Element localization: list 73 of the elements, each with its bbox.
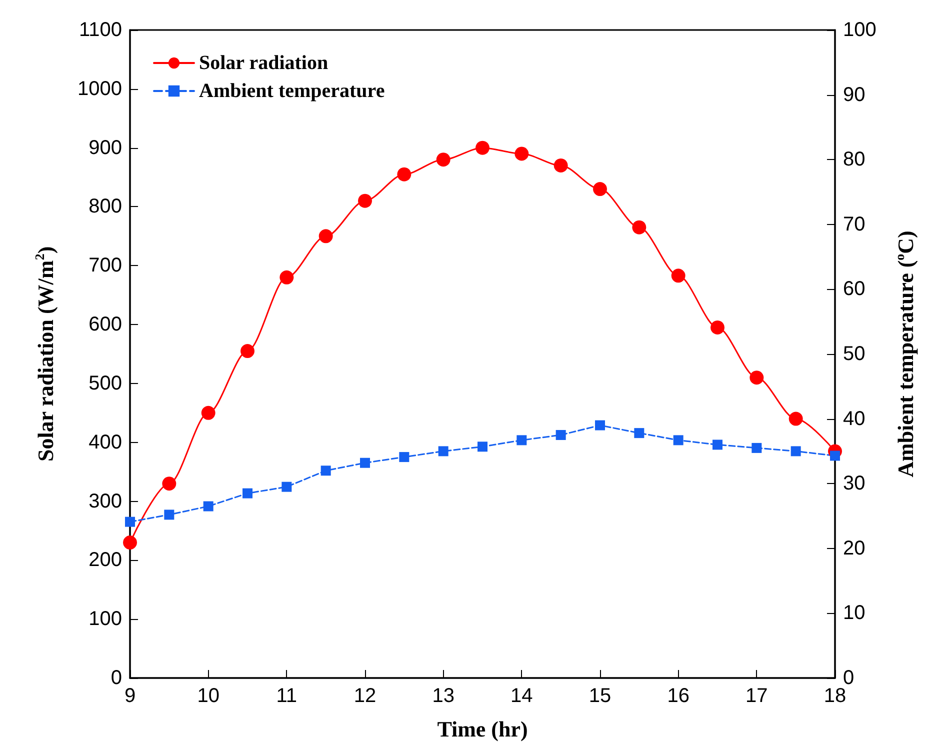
y2-tick-label: 100 (843, 19, 876, 41)
y2-tick-label: 50 (843, 343, 866, 365)
point (476, 140, 490, 155)
point (162, 476, 176, 491)
point (358, 194, 372, 208)
point (593, 182, 607, 196)
point (478, 442, 488, 452)
point (554, 158, 568, 172)
x-axis-title: Time (hr) (437, 716, 528, 742)
y2-tick-label: 80 (843, 148, 866, 171)
y-tick-label: 1000 (78, 78, 122, 100)
point (399, 452, 410, 462)
point (164, 510, 174, 520)
y2-tick-label: 60 (843, 278, 866, 300)
point (280, 270, 294, 284)
point (710, 320, 724, 334)
x-tick-label: 14 (510, 685, 533, 707)
legend-label: Solar radiation (199, 52, 328, 74)
point (556, 430, 566, 440)
legend-label: Ambient temperature (199, 80, 385, 102)
y-axis-title: Solar radiation (W/m2) (32, 246, 58, 462)
point (123, 536, 137, 550)
point (242, 488, 252, 498)
y2-tick-label: 20 (843, 537, 866, 560)
point (514, 146, 529, 161)
y-tick-label: 600 (88, 314, 122, 336)
y-tick-label: 300 (88, 490, 122, 512)
x-tick-label: 15 (588, 685, 612, 707)
point (632, 220, 646, 234)
y2-axis-title: Ambient temperature (oC) (892, 230, 918, 478)
point (671, 268, 686, 283)
point (750, 370, 764, 385)
point (634, 428, 644, 438)
y-tick-label: 0 (110, 667, 122, 689)
y2-tick-label: 10 (843, 602, 866, 624)
y-tick-label: 700 (88, 254, 122, 277)
point (318, 229, 333, 244)
point (438, 446, 448, 456)
y-tick-label: 100 (88, 608, 122, 630)
point (282, 482, 292, 492)
point (712, 440, 722, 450)
y-tick-label: 200 (88, 549, 122, 572)
point (397, 167, 412, 182)
point (595, 420, 605, 430)
point (201, 406, 216, 420)
y-tick-label: 1100 (78, 19, 122, 41)
y2-tick-label: 70 (843, 213, 866, 236)
y2-tick-label: 30 (843, 472, 866, 495)
x-tick-label: 9 (124, 685, 136, 707)
point (790, 446, 801, 456)
point (436, 152, 450, 167)
point (320, 466, 331, 476)
y-tick-label: 500 (88, 372, 122, 394)
point (673, 435, 684, 446)
point (240, 344, 254, 358)
x-tick-label: 12 (354, 685, 376, 707)
point (516, 435, 527, 446)
x-tick-label: 10 (197, 685, 220, 707)
point (752, 442, 762, 453)
y2-tick-label: 40 (843, 408, 866, 430)
y-tick-label: 900 (88, 136, 122, 159)
x-tick-label: 16 (667, 685, 690, 707)
x-tick-label: 11 (276, 685, 298, 707)
point (203, 501, 214, 512)
point (830, 450, 840, 461)
y2-tick-label: 90 (843, 84, 866, 106)
y-tick-label: 400 (88, 431, 122, 454)
point (360, 458, 370, 468)
point (788, 412, 803, 426)
x-tick-label: 17 (746, 685, 768, 707)
x-tick-label: 13 (432, 685, 454, 707)
point (125, 516, 135, 527)
y-tick-label: 800 (88, 196, 122, 218)
